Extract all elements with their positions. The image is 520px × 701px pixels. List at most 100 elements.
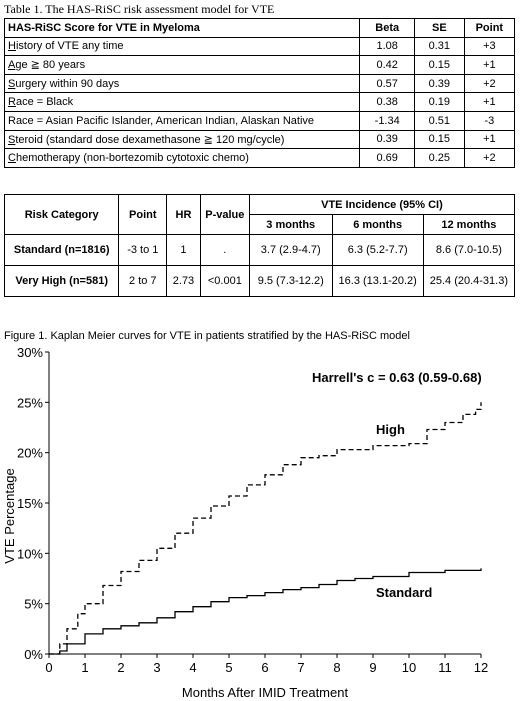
has-risc-score-table: HAS-RiSC Score for VTE in Myeloma Beta S… bbox=[3, 18, 516, 168]
mnemonic-letter: C bbox=[8, 151, 16, 164]
point-cell: +1 bbox=[463, 55, 516, 75]
table1-header-row: HAS-RiSC Score for VTE in Myeloma Beta S… bbox=[3, 18, 516, 38]
table-row: Age ≧ 80 years 0.42 0.15 +1 bbox=[3, 55, 516, 75]
mnemonic-letter: S bbox=[8, 133, 16, 146]
risk-category-cell: Standard (n=1816) bbox=[3, 234, 120, 266]
incidence-6m-cell: 6.3 (5.2-7.7) bbox=[331, 234, 424, 266]
x-tick-label: 7 bbox=[297, 660, 304, 675]
table2-header-point: Point bbox=[118, 194, 168, 235]
table2-header-6m: 6 months bbox=[331, 214, 424, 235]
table2-header-pvalue: P-value bbox=[199, 194, 250, 235]
risk-factor-cell: Chemotherapy (non-bortezomib cytotoxic c… bbox=[3, 148, 361, 168]
point-cell: +2 bbox=[463, 148, 516, 168]
y-axis-label: VTE Percentage bbox=[2, 468, 17, 563]
y-tick-label: 15% bbox=[17, 496, 43, 511]
x-tick-label: 0 bbox=[45, 660, 52, 675]
table1-header-factor: HAS-RiSC Score for VTE in Myeloma bbox=[3, 18, 361, 38]
table-row: Race = Black 0.38 0.19 +1 bbox=[3, 92, 516, 112]
pvalue-cell: <0.001 bbox=[199, 265, 250, 297]
se-cell: 0.39 bbox=[413, 73, 465, 94]
se-cell: 0.51 bbox=[413, 110, 465, 131]
beta-cell: 0.39 bbox=[359, 129, 415, 150]
x-tick-label: 3 bbox=[153, 660, 160, 675]
point-cell: -3 bbox=[463, 110, 516, 131]
table2-header-risk: Risk Category bbox=[3, 194, 120, 235]
risk-factor-cell: Age ≧ 80 years bbox=[3, 55, 361, 75]
point-range-cell: 2 to 7 bbox=[118, 265, 168, 297]
risk-factor-cell: Steroid (standard dose dexamethasone ≧ 1… bbox=[3, 129, 361, 150]
table-row: Surgery within 90 days 0.57 0.39 +2 bbox=[3, 73, 516, 94]
risk-factor-text: hemotherapy (non-bortezomib cytotoxic ch… bbox=[15, 151, 249, 164]
y-tick-label: 5% bbox=[24, 597, 43, 612]
x-tick-label: 6 bbox=[261, 660, 268, 675]
series-label-high: High bbox=[376, 422, 405, 437]
se-cell: 0.15 bbox=[413, 55, 465, 75]
y-tick-label: 20% bbox=[17, 446, 43, 461]
se-cell: 0.19 bbox=[413, 92, 465, 112]
table-row: History of VTE any time 1.08 0.31 +3 bbox=[3, 36, 516, 57]
table-row: Steroid (standard dose dexamethasone ≧ 1… bbox=[3, 129, 516, 150]
y-tick-label: 10% bbox=[17, 546, 43, 561]
risk-factor-cell: History of VTE any time bbox=[3, 36, 361, 57]
mnemonic-letter: A bbox=[8, 59, 16, 72]
y-tick-label: 0% bbox=[24, 647, 43, 662]
table1-header-se: SE bbox=[413, 18, 465, 38]
km-curve-standard bbox=[49, 568, 482, 655]
risk-factor-text: Race = Asian Pacific Islander, American … bbox=[8, 114, 315, 127]
risk-factor-text: istory of VTE any time bbox=[15, 40, 124, 53]
point-cell: +3 bbox=[463, 36, 516, 57]
beta-cell: 0.42 bbox=[359, 55, 415, 75]
x-tick-label: 5 bbox=[225, 660, 232, 675]
table-row: Standard (n=1816) -3 to 1 1 . 3.7 (2.9-4… bbox=[3, 234, 516, 266]
pvalue-cell: . bbox=[199, 234, 250, 266]
risk-factor-cell: Race = Black bbox=[3, 92, 361, 112]
kaplan-meier-chart: 0 1 2 3 4 5 6 7 8 9 10 11 120%5%10%15%20%25%30% VTE … bbox=[2, 345, 488, 700]
mnemonic-letter: H bbox=[8, 40, 16, 53]
risk-factor-cell: Surgery within 90 days bbox=[3, 73, 361, 94]
chart-axes bbox=[48, 352, 481, 655]
risk-category-table: Risk Category Point HR P-value VTE Incid… bbox=[3, 194, 516, 297]
x-tick-label: 1 bbox=[81, 660, 88, 675]
risk-factor-text: ace = Black bbox=[15, 96, 74, 109]
risk-factor-text: urgery within 90 days bbox=[15, 77, 120, 90]
table2-header-row: Risk Category Point HR P-value VTE Incid… bbox=[3, 194, 516, 235]
risk-factor-cell: Race = Asian Pacific Islander, American … bbox=[3, 110, 361, 131]
series-label-standard: Standard bbox=[376, 585, 432, 600]
point-cell: +1 bbox=[463, 129, 516, 150]
chart-ticks: 0 1 2 3 4 5 6 7 8 9 10 11 120%5%10%15%20%25%30% bbox=[17, 345, 488, 675]
beta-cell: 0.69 bbox=[359, 148, 415, 168]
x-tick-label: 11 bbox=[438, 660, 452, 675]
table-row: Race = Asian Pacific Islander, American … bbox=[3, 110, 516, 131]
mnemonic-letter: S bbox=[8, 77, 16, 90]
x-tick-label: 2 bbox=[117, 660, 124, 675]
point-cell: +2 bbox=[463, 73, 516, 94]
x-tick-label: 12 bbox=[474, 660, 488, 675]
risk-factor-text: teroid (standard dose dexamethasone ≧ 12… bbox=[15, 133, 285, 146]
km-curve-high bbox=[49, 402, 482, 655]
x-tick-label: 4 bbox=[189, 660, 196, 675]
y-tick-label: 30% bbox=[17, 345, 43, 360]
se-cell: 0.31 bbox=[413, 36, 465, 57]
mnemonic-letter: R bbox=[8, 96, 16, 109]
risk-category-cell: Very High (n=581) bbox=[3, 265, 120, 297]
table2-header-3m: 3 months bbox=[248, 214, 333, 235]
incidence-6m-cell: 16.3 (13.1-20.2) bbox=[331, 265, 424, 297]
hr-cell: 1 bbox=[166, 234, 201, 266]
beta-cell: 0.38 bbox=[359, 92, 415, 112]
table2-header-12m: 12 months bbox=[422, 214, 516, 235]
table1-header-beta: Beta bbox=[359, 18, 415, 38]
incidence-12m-cell: 8.6 (7.0-10.5) bbox=[422, 234, 516, 266]
point-range-cell: -3 to 1 bbox=[118, 234, 168, 266]
incidence-3m-cell: 9.5 (7.3-12.2) bbox=[248, 265, 333, 297]
table-row: Chemotherapy (non-bortezomib cytotoxic c… bbox=[3, 148, 516, 168]
hr-cell: 2.73 bbox=[166, 265, 201, 297]
incidence-3m-cell: 3.7 (2.9-4.7) bbox=[248, 234, 333, 266]
chart-curves bbox=[49, 402, 482, 655]
risk-factor-text: ge ≧ 80 years bbox=[15, 59, 86, 72]
x-axis-label: Months After IMID Treatment bbox=[182, 685, 349, 700]
table-row: Very High (n=581) 2 to 7 2.73 <0.001 9.5… bbox=[3, 265, 516, 297]
se-cell: 0.25 bbox=[413, 148, 465, 168]
incidence-12m-cell: 25.4 (20.4-31.3) bbox=[422, 265, 516, 297]
concordance-annotation: Harrell's c = 0.63 (0.59-0.68) bbox=[312, 370, 482, 385]
se-cell: 0.15 bbox=[413, 129, 465, 150]
